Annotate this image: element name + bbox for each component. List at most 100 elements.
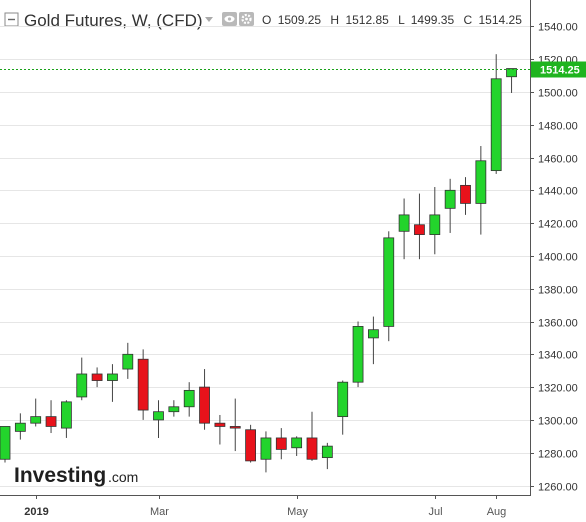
candle-up [183,382,195,417]
candle-body [107,373,118,381]
y-tick-label: 1380.00 [538,285,578,297]
candle-up [14,413,26,440]
candle-body [490,78,502,172]
candle-up [321,442,333,470]
y-tick-label: 1400.00 [538,252,578,264]
last-price-label: 1514.25 [540,65,580,77]
candle-up [383,231,395,342]
candle-body [444,189,456,209]
candle-up [168,400,180,417]
y-tick-label: 1420.00 [538,219,578,231]
close-value: 1514.25 [479,13,523,27]
candle-down [460,177,471,215]
candle-body [460,184,471,204]
last-price-marker: 1514.25 [0,61,586,78]
candle-body [91,373,103,381]
candle-up [107,364,118,402]
candle-body [183,389,195,408]
close-label: C [463,13,472,27]
candle-up [122,342,134,379]
candle-up [260,431,272,473]
x-tick-label: Aug [487,506,507,518]
y-tick-label: 1320.00 [538,383,578,395]
last-price-label-bg [531,61,586,78]
candle-down [199,369,210,430]
candle-up [153,400,164,438]
low-value: 1499.35 [411,13,455,27]
candle-up [475,146,487,235]
candle-down [229,398,241,452]
ohlc-readout: O 1509.25 H 1512.85 L 1499.35 C 1514.25 [262,13,522,27]
candle-down [306,411,318,461]
candle-body [321,445,333,459]
y-tick-label: 1340.00 [538,350,578,362]
candle-body [306,437,318,460]
high-value: 1512.85 [345,13,389,27]
candle-body [14,422,26,432]
y-tick-label: 1260.00 [538,482,578,494]
candle-body [260,437,272,460]
y-tick-label: 1480.00 [538,121,578,133]
y-tick-label: 1460.00 [538,154,578,166]
candle-up [0,426,11,463]
candle-down [214,414,226,445]
logo-suffix: .com [108,469,138,485]
candle-body [275,437,287,450]
candle-body [76,373,88,398]
candle-body [352,326,364,383]
candle-down [45,400,57,434]
chart-title: Gold Futures, W, (CFD) [24,11,203,30]
candle-body [245,429,257,462]
candle-body [229,426,241,429]
candle-body [291,437,303,449]
candle-body [61,401,72,429]
candle-body [414,224,425,235]
y-tick-label: 1440.00 [538,186,578,198]
candle-up [291,436,303,456]
y-tick-label: 1300.00 [538,416,578,428]
low-label: L [398,13,405,27]
chart-header: Gold Futures, W, (CFD) O 1509.25 H 1512.… [4,11,522,30]
gear-icon[interactable] [239,12,254,26]
candle-body [383,237,395,327]
candles [0,54,517,473]
high-label: H [330,13,339,27]
x-tick-label: May [287,506,308,518]
x-tick-label: Jul [428,506,442,518]
candle-up [506,68,517,93]
axes [0,0,531,496]
investing-logo: Investing .com [14,464,138,487]
candle-up [429,187,441,255]
candle-up [76,357,88,401]
candle-body [0,426,11,460]
candle-down [414,193,425,260]
x-tick-label: 2019 [24,506,48,518]
candle-down [137,349,149,420]
candle-up [398,198,410,260]
candle-body [153,411,164,421]
candle-body [199,386,210,424]
candle-body [337,381,349,418]
candle-body [367,329,379,339]
candle-up [337,380,349,435]
candle-up [490,54,502,174]
dropdown-arrow-icon[interactable] [205,17,213,22]
candle-body [506,68,517,78]
candle-up [30,398,42,427]
x-axis-ticks: 2019 Mar May Jul Aug [24,495,506,518]
open-label: O [262,13,271,27]
y-axis-ticks: 1260.00 1280.00 1300.00 1320.00 1340.00 1360.… [530,22,578,494]
y-tick-label: 1500.00 [538,88,578,100]
logo-main: Investing [14,464,106,487]
candle-body [429,214,441,235]
candle-body [214,422,226,427]
candle-body [45,416,57,427]
open-value: 1509.25 [278,13,322,27]
candle-body [137,358,149,411]
eye-icon[interactable] [222,12,237,26]
candle-up [367,316,379,365]
candle-body [398,214,410,232]
grid [0,26,530,487]
y-tick-label: 1360.00 [538,318,578,330]
